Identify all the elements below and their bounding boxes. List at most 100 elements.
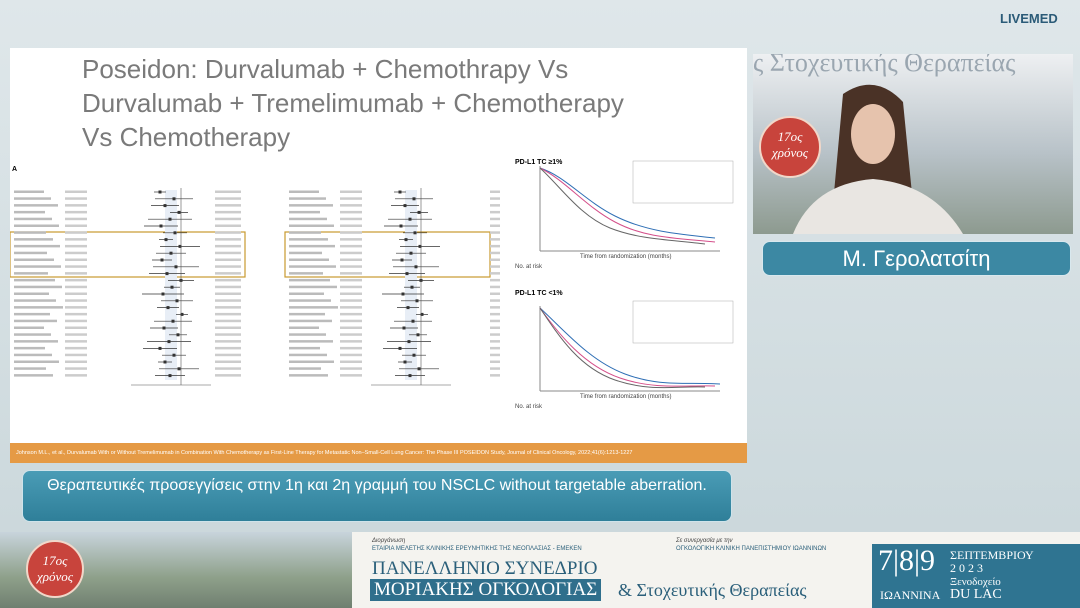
- footer: 17ος χρόνος Διοργάνωση ΕΤΑΙΡΙΑ ΜΕΛΕΤΗΣ ΚΛ…: [0, 532, 1080, 608]
- row-text: [289, 217, 327, 221]
- row-text: [14, 326, 44, 329]
- row-text: [490, 299, 500, 302]
- row-text: [289, 210, 320, 214]
- row-text: [14, 306, 63, 309]
- video-feed: ς Στοχευτικής Θεραπείας 17ος χρόνος: [753, 54, 1073, 234]
- row-text: [490, 374, 500, 377]
- estimate: [168, 374, 172, 378]
- estimate: [400, 258, 404, 262]
- row-text: [65, 258, 87, 261]
- row-text: [65, 197, 87, 200]
- row-text: [490, 258, 500, 261]
- row-text: [490, 204, 500, 207]
- ci-band: [165, 190, 177, 380]
- row-text: [289, 258, 329, 261]
- km-x-label: Time from randomization (months): [580, 254, 672, 260]
- row-text: [14, 367, 46, 370]
- row-text: [289, 319, 332, 323]
- estimate: [407, 340, 411, 344]
- row-text: [340, 251, 362, 255]
- row-text: [340, 326, 362, 329]
- row-text: [14, 312, 50, 316]
- row-text: [289, 306, 338, 309]
- row-text: [340, 217, 362, 221]
- row-text: [340, 319, 362, 323]
- row-text: [215, 217, 241, 221]
- row-text: [14, 292, 49, 295]
- highlight-box: [10, 231, 246, 278]
- km-title: PD-L1 TC ≥1%: [515, 159, 563, 166]
- row-text: [65, 190, 87, 193]
- estimate: [161, 292, 165, 296]
- row-text: [490, 360, 500, 363]
- row-text: [14, 258, 54, 261]
- row-text: [289, 265, 336, 268]
- event-line: ΜΟΡΙΑΚΗΣ ΟΓΚΟΛΟΓΙΑΣ: [370, 579, 602, 601]
- row-text: [289, 353, 327, 357]
- brand: LIVEMED: [1000, 11, 1058, 26]
- row-text: [490, 353, 500, 357]
- row-text: [289, 272, 323, 275]
- row-text: [14, 285, 62, 289]
- row-text: [215, 299, 241, 302]
- row-text: [490, 210, 500, 214]
- row-text: [340, 292, 362, 295]
- row-text: [14, 278, 55, 282]
- row-text: [215, 231, 241, 234]
- row-text: [490, 224, 500, 227]
- row-text: [65, 285, 87, 289]
- speaker-name: Μ. Γερολατσίτη: [762, 241, 1071, 276]
- row-text: [65, 340, 87, 343]
- row-text: [340, 340, 362, 343]
- estimate: [163, 360, 167, 364]
- row-text: [215, 210, 241, 214]
- estimate: [163, 204, 167, 208]
- row-text: [289, 360, 334, 363]
- row-text: [215, 353, 241, 357]
- row-text: [215, 278, 241, 282]
- estimate: [409, 251, 413, 255]
- ci-band: [405, 190, 417, 380]
- badge: 17ος χρόνος: [26, 540, 84, 598]
- row-text: [289, 197, 326, 200]
- row-text: [65, 333, 87, 336]
- row-text: [65, 319, 87, 323]
- km-plots: [539, 160, 734, 392]
- row-text: [215, 312, 241, 316]
- row-text: [490, 312, 500, 316]
- estimate: [177, 367, 181, 371]
- estimate: [166, 306, 170, 310]
- row-text: [490, 197, 500, 200]
- row-text: [340, 231, 362, 234]
- row-text: [340, 272, 362, 275]
- estimate: [403, 204, 407, 208]
- estimate: [178, 244, 182, 248]
- estimate: [158, 346, 162, 350]
- row-text: [490, 285, 500, 289]
- estimate: [401, 292, 405, 296]
- row-text: [289, 346, 320, 350]
- estimate: [415, 299, 419, 303]
- row-text: [14, 197, 51, 200]
- row-text: [490, 306, 500, 309]
- km-top: [539, 160, 734, 252]
- estimate: [414, 265, 418, 269]
- slide-title: Poseidon: Durvalumab + Chemothrapy Vs Du…: [82, 54, 624, 152]
- row-text: [65, 210, 87, 214]
- badge-text: χρόνος: [36, 569, 73, 584]
- estimate: [173, 231, 177, 235]
- row-text: [65, 204, 87, 207]
- estimate: [176, 333, 180, 337]
- row-text: [490, 265, 500, 268]
- row-text: [215, 190, 241, 193]
- estimate: [408, 374, 412, 378]
- row-text: [215, 285, 241, 289]
- row-text: [14, 204, 58, 207]
- row-text: [490, 326, 500, 329]
- row-text: [490, 319, 500, 323]
- row-text: [289, 190, 319, 193]
- estimate: [165, 272, 169, 276]
- row-text: [14, 210, 45, 214]
- estimate: [172, 353, 176, 357]
